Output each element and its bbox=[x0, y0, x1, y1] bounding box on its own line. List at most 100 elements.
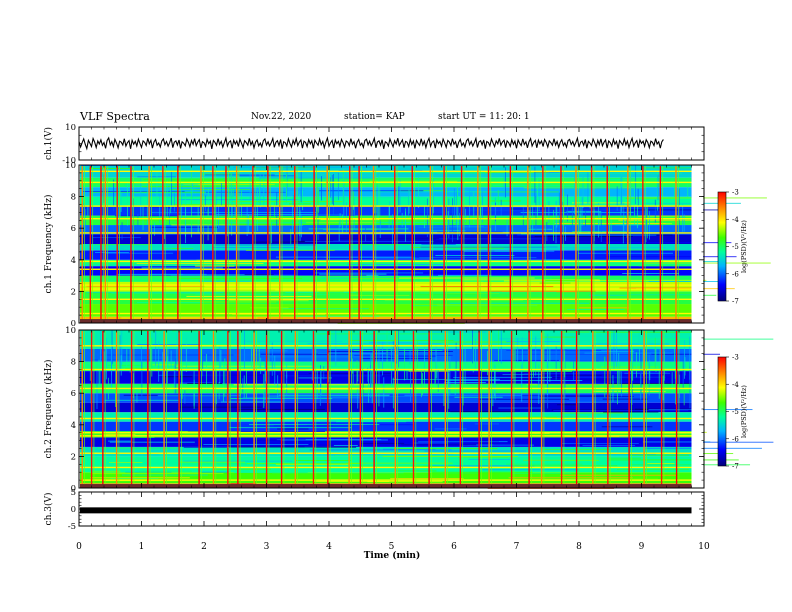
spheric-line bbox=[326, 166, 328, 322]
spectrogram-noise bbox=[406, 365, 408, 380]
spectrogram-noise bbox=[169, 209, 170, 225]
spheric-line bbox=[479, 166, 481, 322]
spectrogram-noise bbox=[256, 190, 258, 231]
tone-line bbox=[80, 312, 692, 315]
spectrogram-noise bbox=[582, 177, 584, 208]
spectrogram-noise bbox=[654, 337, 656, 370]
spectrogram-noise bbox=[176, 330, 178, 365]
spectrogram-streak bbox=[326, 453, 454, 455]
spectrogram-streak bbox=[411, 432, 550, 434]
spectrogram-streak bbox=[184, 180, 292, 182]
spectrogram-noise bbox=[434, 362, 436, 384]
spectrogram-noise bbox=[356, 360, 358, 384]
spectrogram-band bbox=[80, 259, 692, 267]
spectrogram-streak bbox=[650, 353, 721, 355]
spectrogram-noise bbox=[111, 346, 113, 390]
spectrogram-streak bbox=[415, 466, 456, 467]
spectrogram-noise bbox=[353, 197, 355, 230]
spectrogram-streak bbox=[493, 184, 578, 186]
spectrogram-streak bbox=[264, 276, 367, 278]
spectrogram-noise bbox=[232, 176, 234, 199]
spectrogram-streak bbox=[437, 304, 538, 306]
spectrogram-noise bbox=[273, 202, 275, 222]
spectrogram-streak bbox=[521, 395, 610, 397]
spectrogram-streak bbox=[420, 292, 513, 294]
spectrogram-noise bbox=[175, 358, 177, 394]
spectrogram-streak bbox=[282, 352, 327, 354]
spectrogram-noise bbox=[421, 369, 422, 398]
spectrogram-noise bbox=[190, 165, 192, 205]
spectrogram-streak bbox=[462, 374, 602, 376]
spectrogram-noise bbox=[185, 337, 187, 373]
spectrogram-streak bbox=[410, 305, 538, 307]
spectrogram-streak bbox=[572, 231, 628, 233]
spheric-line bbox=[577, 166, 579, 322]
spheric-line bbox=[269, 166, 271, 322]
ch2-y-axis-label: ch.2 Frequency (kHz) bbox=[43, 360, 54, 459]
spectrogram-noise bbox=[600, 212, 602, 242]
spectrogram-noise bbox=[352, 358, 353, 374]
spectrogram-streak bbox=[434, 428, 467, 430]
spectrogram-noise bbox=[492, 383, 494, 407]
colorbar-tick-label: -7 bbox=[732, 463, 739, 471]
spectrogram-noise bbox=[263, 172, 265, 207]
spectrogram-noise bbox=[687, 183, 689, 198]
spectrogram-streak bbox=[461, 279, 600, 281]
spectrogram-noise bbox=[678, 188, 680, 230]
spheric-line bbox=[592, 331, 594, 487]
spectrogram-band bbox=[80, 225, 692, 235]
spectrogram-streak bbox=[478, 398, 570, 400]
spectrogram-noise bbox=[156, 172, 158, 207]
spectrogram-noise bbox=[352, 370, 354, 387]
spectrogram-band bbox=[80, 472, 692, 484]
spectrogram-noise bbox=[535, 196, 537, 233]
spectrogram-streak bbox=[298, 377, 332, 379]
spectrogram-noise bbox=[368, 366, 370, 403]
spectrogram-noise bbox=[120, 192, 122, 212]
spheric-line bbox=[397, 331, 399, 487]
colorbar-1 bbox=[717, 191, 727, 302]
spectrogram-band bbox=[80, 304, 692, 317]
spectrogram-noise bbox=[397, 184, 398, 221]
x-tick-label: 1 bbox=[139, 542, 145, 552]
spectrogram-noise bbox=[251, 330, 252, 367]
spectrogram-noise bbox=[316, 371, 318, 400]
spheric-line bbox=[606, 166, 608, 322]
spectrogram-band bbox=[80, 437, 692, 447]
spectrogram-streak bbox=[268, 395, 390, 397]
spectrogram-streak bbox=[90, 473, 224, 474]
spectrogram-noise bbox=[263, 374, 265, 409]
spectrogram-streak bbox=[645, 441, 774, 443]
colorbar-tick-label: -4 bbox=[732, 216, 739, 224]
spectrogram-streak bbox=[107, 364, 143, 366]
colorbar-label: log(PSD)(V²/Hz) bbox=[740, 385, 748, 438]
spectrogram-streak bbox=[412, 331, 487, 333]
spectrogram-noise bbox=[396, 344, 398, 364]
tone-line bbox=[80, 345, 692, 347]
spectrogram-noise bbox=[632, 347, 634, 381]
spheric-line bbox=[644, 166, 646, 322]
spheric-line bbox=[130, 166, 132, 322]
spectrogram-streak bbox=[180, 172, 243, 174]
spectrogram-noise bbox=[604, 356, 606, 398]
spectrogram-noise bbox=[654, 199, 656, 223]
spectrogram-noise bbox=[121, 330, 123, 365]
spectrogram-streak bbox=[348, 465, 433, 467]
spectrogram-streak bbox=[136, 302, 204, 304]
spectrogram-band bbox=[80, 206, 692, 216]
spectrogram-noise bbox=[337, 172, 339, 201]
spectrogram-streak bbox=[376, 191, 497, 193]
spectrogram-noise bbox=[158, 340, 160, 382]
spectrogram-noise bbox=[474, 338, 476, 371]
spectrogram-noise bbox=[142, 198, 144, 231]
spectrogram-noise bbox=[320, 370, 322, 395]
spectrogram-streak bbox=[186, 295, 312, 297]
spectrogram-streak bbox=[204, 265, 319, 267]
spheric-line bbox=[351, 331, 352, 487]
spectrogram-noise bbox=[231, 199, 233, 219]
spectrogram-streak bbox=[575, 376, 666, 378]
x-tick-label: 6 bbox=[451, 542, 457, 552]
spectrogram-noise bbox=[398, 330, 400, 368]
y-tick-label: 4 bbox=[71, 256, 76, 266]
